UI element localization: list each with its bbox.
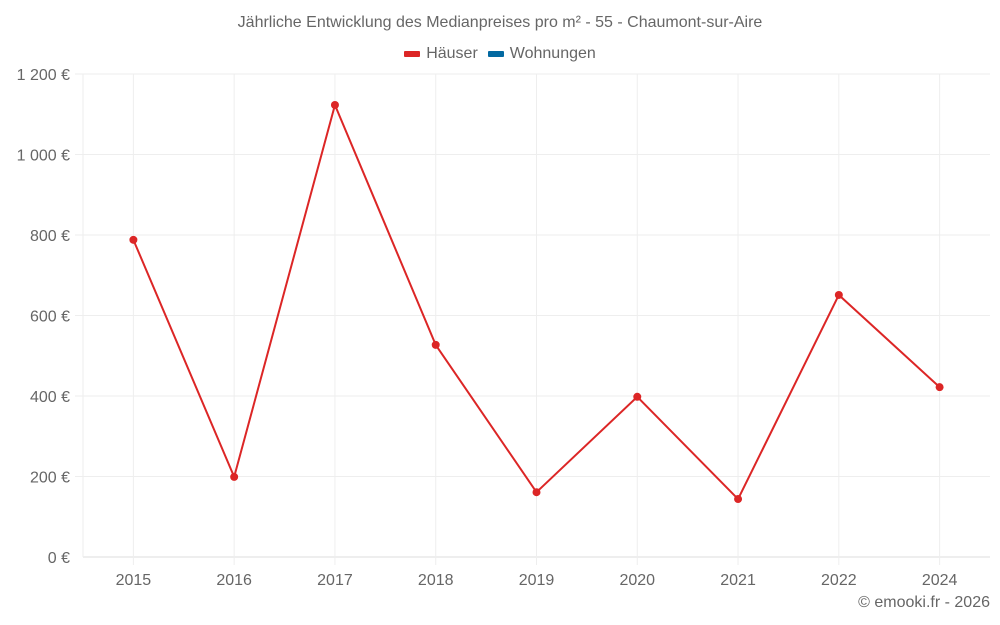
- y-tick-label: 600 €: [30, 309, 70, 326]
- data-point[interactable]: [431, 340, 440, 349]
- data-point[interactable]: [834, 290, 843, 299]
- y-tick-label: 1 000 €: [17, 148, 70, 165]
- x-tick-label: 2024: [922, 572, 958, 589]
- chart-legend: Häuser Wohnungen: [0, 45, 1000, 63]
- data-point[interactable]: [330, 100, 339, 109]
- data-point[interactable]: [230, 472, 239, 481]
- legend-swatch-haeuser: [404, 51, 421, 57]
- data-point[interactable]: [633, 392, 642, 401]
- x-tick-label: 2020: [619, 572, 655, 589]
- y-tick-label: 1 200 €: [17, 67, 70, 84]
- y-tick-label: 200 €: [30, 470, 70, 487]
- legend-label-haeuser: Häuser: [426, 45, 478, 62]
- data-point[interactable]: [532, 488, 541, 497]
- y-tick-label: 400 €: [30, 389, 70, 406]
- x-tick-label: 2015: [116, 572, 152, 589]
- chart-title: Jährliche Entwicklung des Medianpreises …: [237, 14, 763, 31]
- data-point[interactable]: [129, 235, 138, 244]
- grid-lines: [75, 73, 990, 565]
- x-tick-label: 2019: [519, 572, 555, 589]
- legend-item-haeuser[interactable]: Häuser: [404, 45, 478, 63]
- legend-item-wohnungen[interactable]: Wohnungen: [487, 45, 596, 63]
- x-axis: 2015 2016 2017 2018 2019 2020 2021 2022 2024: [116, 572, 958, 589]
- y-tick-label: 800 €: [30, 228, 70, 245]
- x-tick-label: 2018: [418, 572, 454, 589]
- y-tick-label: 0 €: [48, 550, 70, 567]
- x-tick-label: 2022: [821, 572, 857, 589]
- y-axis: 0 € 200 € 400 € 600 € 800 € 1 000 € 1 200 €: [17, 67, 70, 567]
- data-point[interactable]: [935, 383, 944, 392]
- legend-label-wohnungen: Wohnungen: [509, 45, 596, 62]
- credit-text: © emooki.fr - 2026: [858, 594, 990, 611]
- series-haeuser: [129, 100, 944, 504]
- x-tick-label: 2021: [720, 572, 756, 589]
- data-point[interactable]: [734, 495, 743, 504]
- x-tick-label: 2016: [216, 572, 252, 589]
- legend-swatch-wohnungen: [487, 51, 504, 57]
- x-tick-label: 2017: [317, 572, 353, 589]
